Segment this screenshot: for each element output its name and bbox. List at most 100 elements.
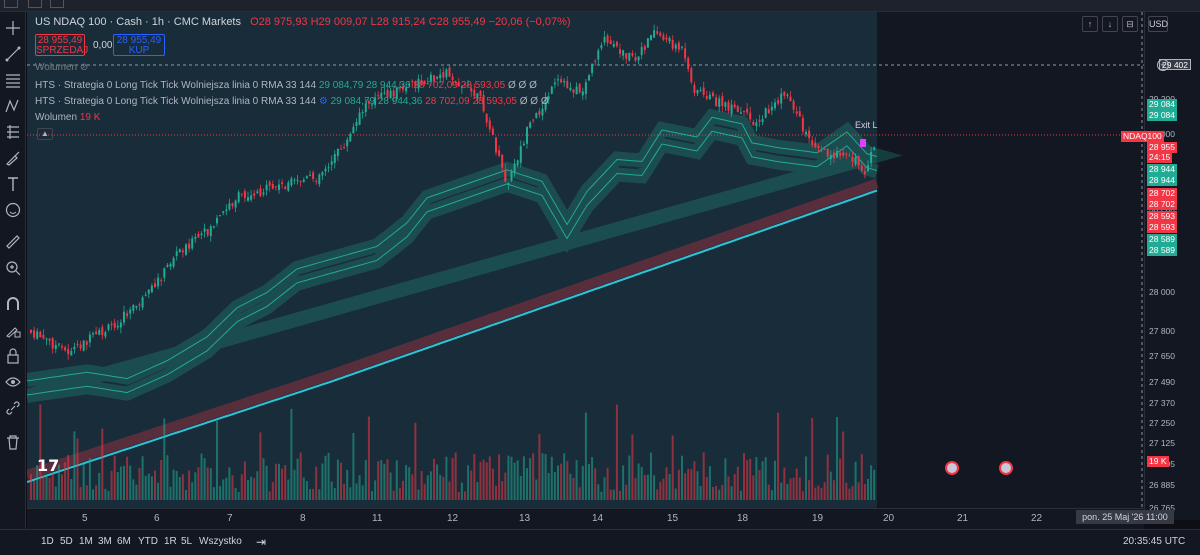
candle-body xyxy=(811,140,814,145)
forecast-icon[interactable] xyxy=(3,122,23,142)
volume-bar xyxy=(684,473,687,500)
volume-bar xyxy=(250,476,253,500)
candle-body xyxy=(61,346,63,348)
volume-bar xyxy=(402,480,404,500)
strategy-value: 28 944,36 xyxy=(366,80,411,91)
candle-body xyxy=(674,44,677,49)
collapse-legend-button[interactable]: ▲ xyxy=(37,128,53,140)
magnet-icon[interactable] xyxy=(3,294,23,314)
candle-body xyxy=(457,81,460,87)
volume-legend[interactable]: Wolumen 19 K xyxy=(35,112,100,123)
volume-bar xyxy=(696,471,699,500)
range-button-1r[interactable]: 1R xyxy=(164,536,177,547)
candle-body xyxy=(510,172,513,181)
range-button-3m[interactable]: 3M xyxy=(98,536,112,547)
candle-body xyxy=(575,86,578,95)
candle-body xyxy=(563,80,566,83)
range-button-5l[interactable]: 5L xyxy=(181,536,193,547)
link-icon[interactable] xyxy=(3,398,23,418)
candle-body xyxy=(380,92,383,97)
price-chart-canvas[interactable] xyxy=(27,12,1144,508)
window-icon xyxy=(4,0,18,8)
brush-icon[interactable] xyxy=(3,148,23,168)
range-button-ytd[interactable]: YTD xyxy=(138,536,158,547)
crosshair-icon[interactable] xyxy=(3,18,23,38)
goto-date-icon[interactable]: ⇥ xyxy=(256,535,267,549)
volume-bar xyxy=(88,458,91,500)
candle-body xyxy=(842,152,845,156)
candle-body xyxy=(743,110,745,112)
candle-body xyxy=(132,304,135,311)
text-icon[interactable] xyxy=(3,174,23,194)
strategy-value: 28 593,05 xyxy=(460,80,506,91)
browser-top-strip xyxy=(0,0,1200,12)
candle-body xyxy=(650,35,652,41)
candle-body xyxy=(203,228,206,232)
scroll-down-icon[interactable]: ↓ xyxy=(1102,16,1118,32)
buy-button[interactable]: 28 955,49 KUP xyxy=(113,34,165,56)
sell-button[interactable]: 28 955,49 SPRZEDAJ xyxy=(35,34,88,56)
volume-bar xyxy=(377,461,380,500)
scroll-up-icon[interactable]: ↑ xyxy=(1082,16,1098,32)
trash-icon[interactable] xyxy=(3,432,23,452)
strategy-legend-2[interactable]: HTS · Strategia 0 Long Tick Tick Wolniej… xyxy=(35,96,549,107)
range-button-6m[interactable]: 6M xyxy=(117,536,131,547)
eye-crossed-icon[interactable]: ⊘ xyxy=(79,62,89,73)
volume-bar xyxy=(553,472,556,500)
volume-bar xyxy=(863,484,866,500)
range-button-1m[interactable]: 1M xyxy=(79,536,93,547)
toggle-icon[interactable]: ⊟ xyxy=(1122,16,1138,32)
buy-price: 28 955,49 xyxy=(116,35,162,46)
volume-hidden-row[interactable]: Wolumen ⊘ xyxy=(35,62,88,73)
lock-icon[interactable] xyxy=(3,346,23,366)
currency-button[interactable]: USD xyxy=(1148,16,1168,32)
volume-bar xyxy=(163,418,166,500)
chart-area[interactable]: US NDAQ 100 · Cash · 1h · CMC Markets O2… xyxy=(27,12,1144,520)
us-flag-event-icon[interactable] xyxy=(945,461,959,475)
crosshair-date-tag: pon. 25 Maj '26 11:00 xyxy=(1076,510,1174,524)
volume-bar xyxy=(457,491,460,500)
candle-body xyxy=(634,56,637,61)
candle-body xyxy=(442,72,445,78)
volume-bar xyxy=(693,461,696,500)
volume-bar xyxy=(200,453,203,500)
candle-body xyxy=(262,192,265,195)
strategy-legend-1[interactable]: HTS · Strategia 0 Long Tick Tick Wolniej… xyxy=(35,80,537,91)
volume-bar xyxy=(302,477,305,500)
settings-icon[interactable]: ⚙ xyxy=(318,96,328,107)
us-flag-event-icon[interactable] xyxy=(999,461,1013,475)
candle-body xyxy=(507,182,510,185)
lock-drawings-icon[interactable] xyxy=(3,320,23,340)
volume-bar xyxy=(110,470,113,500)
range-button-1d[interactable]: 1D xyxy=(41,536,54,547)
clock[interactable]: 20:35:45 UTC xyxy=(1123,536,1186,547)
candle-body xyxy=(107,324,110,330)
symbol-title[interactable]: US NDAQ 100 · Cash · 1h · CMC Markets xyxy=(35,16,241,28)
candle-body xyxy=(736,106,739,113)
eye-icon[interactable] xyxy=(3,372,23,392)
volume-bar xyxy=(237,491,240,500)
zoom-icon[interactable] xyxy=(3,258,23,278)
emoji-icon[interactable] xyxy=(3,200,23,220)
fib-icon[interactable] xyxy=(3,70,23,90)
volume-bar xyxy=(206,467,209,500)
time-axis[interactable]: 5 6 7 8 11 12 13 14 15 18 19 20 21 22 xyxy=(27,508,1144,532)
volume-bar xyxy=(48,477,51,500)
volume-bar xyxy=(315,466,318,500)
range-button-5d[interactable]: 5D xyxy=(60,536,73,547)
range-button-wszystko[interactable]: Wszystko xyxy=(199,536,242,547)
volume-bar xyxy=(178,476,181,500)
volume-bar xyxy=(786,483,789,500)
volume-bar xyxy=(281,468,284,500)
ruler-icon[interactable] xyxy=(3,232,23,252)
candle-body xyxy=(671,39,674,49)
add-alert-icon[interactable]: + xyxy=(1157,59,1169,71)
candle-body xyxy=(194,236,197,239)
candle-body xyxy=(588,75,590,81)
trendline-icon[interactable] xyxy=(3,44,23,64)
volume-bar xyxy=(408,467,411,500)
volume-bar xyxy=(45,474,48,500)
volume-bar xyxy=(293,469,296,500)
pattern-icon[interactable] xyxy=(3,96,23,116)
